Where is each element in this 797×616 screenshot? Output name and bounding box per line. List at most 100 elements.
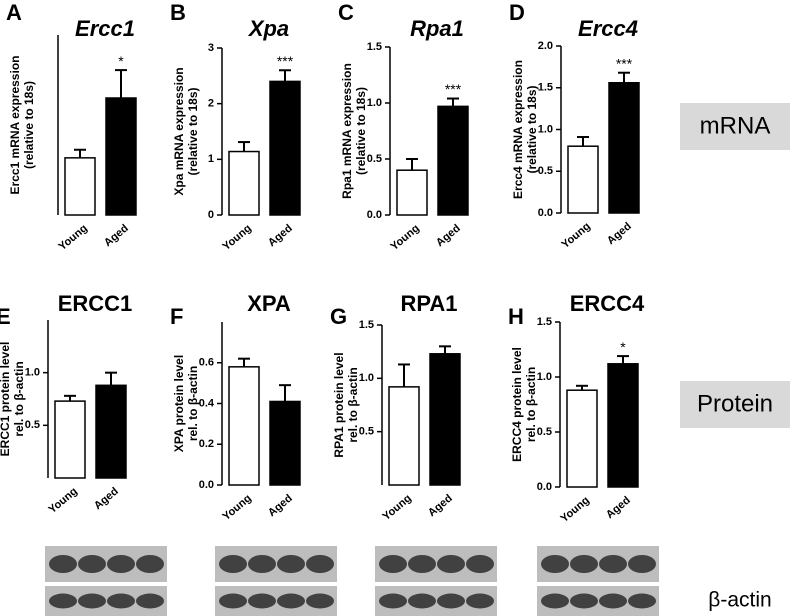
bar [269, 80, 301, 216]
y-axis-label: (relative to 18s) [22, 81, 36, 169]
y-tick-label: 0.5 [25, 419, 40, 431]
x-tick-label: Young [559, 220, 592, 251]
blot-band [306, 555, 334, 573]
blot-band [599, 555, 627, 573]
blot-band [379, 593, 407, 609]
y-tick-label: 2 [208, 98, 214, 110]
panel-letter: A [6, 0, 22, 25]
blot-band [248, 593, 276, 609]
blot-band [628, 555, 656, 573]
y-axis-label: rel. to β-actin [12, 361, 26, 436]
blot-band [78, 555, 106, 573]
y-tick-label: 0.0 [537, 481, 552, 493]
blot-band [136, 555, 164, 573]
bar [388, 386, 420, 486]
bar [396, 169, 428, 216]
y-tick-label: 3 [208, 42, 214, 54]
y-axis-label: ERCC4 protein level [510, 347, 524, 462]
chart-title: XPA [247, 291, 291, 316]
y-tick-label: 0.0 [538, 207, 553, 219]
blot-band [379, 555, 407, 573]
y-tick-label: 0.5 [538, 165, 553, 177]
y-axis-label: (relative to 18s) [354, 87, 368, 175]
y-tick-label: 1.5 [367, 41, 382, 53]
blot-band [107, 555, 135, 573]
blot-band [306, 593, 334, 609]
significance: *** [445, 81, 462, 97]
y-tick-label: 1.5 [359, 319, 374, 331]
blot-band [541, 593, 569, 609]
blot-band [437, 593, 465, 609]
y-tick-label: 1.5 [538, 82, 553, 94]
y-axis-label: RPA1 protein level [332, 352, 346, 457]
blot-band [408, 593, 436, 609]
x-tick-label: Aged [434, 222, 463, 249]
chart-title: Rpa1 [410, 16, 464, 41]
chart-title: ERCC4 [570, 291, 645, 316]
blot-band [570, 555, 598, 573]
significance: * [118, 53, 124, 69]
bar [228, 366, 260, 486]
blot-band [219, 593, 247, 609]
blot-band [628, 593, 656, 609]
y-axis-label: Xpa mRNA expression [172, 67, 186, 195]
blot-band [541, 555, 569, 573]
x-tick-label: Aged [605, 220, 634, 247]
y-tick-label: 2.0 [538, 40, 553, 52]
blot-band [277, 555, 305, 573]
y-axis-label: rel. to β-actin [346, 367, 360, 442]
bar [566, 389, 598, 488]
y-axis-label: Rpa1 mRNA expression [340, 63, 354, 199]
blot-band [408, 555, 436, 573]
blots [45, 546, 659, 616]
bar [95, 384, 127, 479]
blot-band [49, 555, 77, 573]
y-tick-label: 0.0 [199, 479, 214, 491]
panel-letter: B [170, 0, 186, 25]
x-tick-label: Aged [426, 492, 455, 519]
x-tick-label: Young [558, 494, 591, 525]
x-tick-label: Aged [604, 494, 633, 521]
y-axis-label: (relative to 18s) [186, 87, 200, 175]
bar [429, 353, 461, 486]
chart-title: RPA1 [400, 291, 457, 316]
y-tick-label: 0.2 [199, 438, 214, 450]
blot-label: β-actin [708, 589, 771, 612]
y-tick-label: 1.0 [538, 123, 553, 135]
bar [64, 157, 96, 216]
y-tick-label: 0.4 [199, 397, 215, 409]
bar [608, 81, 640, 214]
panel-letter: C [338, 0, 354, 25]
y-tick-label: 1.5 [537, 316, 552, 328]
y-axis-label: Ercc1 mRNA expression [8, 56, 22, 195]
significance: * [620, 339, 626, 355]
x-tick-label: Aged [266, 492, 295, 519]
significance: *** [616, 55, 633, 71]
blot-band [49, 593, 77, 609]
blot-band [277, 593, 305, 609]
blot-band [248, 555, 276, 573]
blot-band [599, 593, 627, 609]
bar [567, 145, 599, 214]
blot-band [107, 593, 135, 609]
panel-letter: D [509, 0, 525, 25]
y-axis-label: rel. to β-actin [186, 366, 200, 441]
row-label: mRNA [700, 112, 771, 139]
y-tick-label: 0.0 [367, 209, 382, 221]
y-axis-label: (relative to 18s) [525, 85, 539, 173]
blot-band [219, 555, 247, 573]
x-tick-label: Young [380, 492, 413, 523]
row-label-box [680, 381, 790, 428]
panel-letter: H [508, 304, 524, 329]
y-tick-label: 0.5 [359, 426, 374, 438]
blot-band [78, 593, 106, 609]
x-tick-label: Young [46, 485, 79, 516]
y-tick-label: 0.6 [199, 357, 214, 369]
y-tick-label: 1 [208, 153, 214, 165]
chart-title: Ercc4 [578, 16, 638, 41]
y-tick-label: 1.0 [367, 97, 382, 109]
significance: *** [277, 53, 294, 69]
blot-band [136, 593, 164, 609]
x-tick-label: Young [220, 222, 253, 253]
x-tick-label: Young [220, 492, 253, 523]
